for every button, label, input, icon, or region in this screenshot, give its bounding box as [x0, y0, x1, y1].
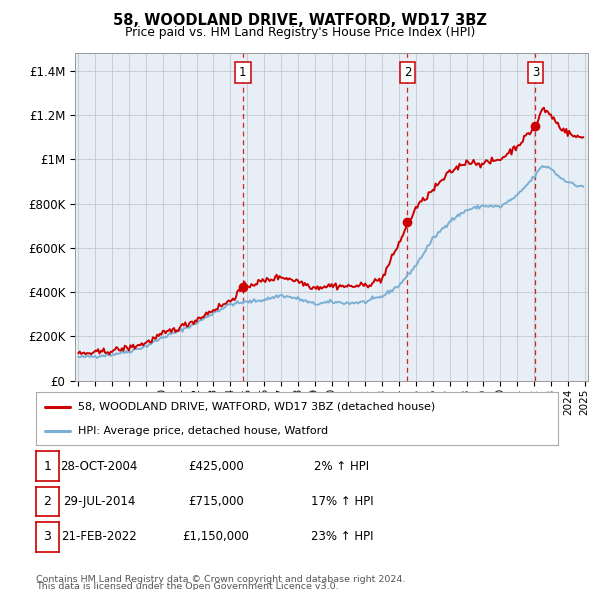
Text: 3: 3: [43, 530, 52, 543]
Text: 28-OCT-2004: 28-OCT-2004: [61, 460, 137, 473]
Text: 3: 3: [532, 66, 539, 79]
Text: 21-FEB-2022: 21-FEB-2022: [61, 530, 137, 543]
Text: 58, WOODLAND DRIVE, WATFORD, WD17 3BZ (detached house): 58, WOODLAND DRIVE, WATFORD, WD17 3BZ (d…: [78, 402, 435, 412]
Text: 23% ↑ HPI: 23% ↑ HPI: [311, 530, 373, 543]
Text: This data is licensed under the Open Government Licence v3.0.: This data is licensed under the Open Gov…: [36, 582, 338, 590]
Text: 1: 1: [43, 460, 52, 473]
Text: 2% ↑ HPI: 2% ↑ HPI: [314, 460, 370, 473]
Text: 2: 2: [43, 495, 52, 508]
Text: £1,150,000: £1,150,000: [182, 530, 250, 543]
Text: £425,000: £425,000: [188, 460, 244, 473]
Text: £715,000: £715,000: [188, 495, 244, 508]
Text: Contains HM Land Registry data © Crown copyright and database right 2024.: Contains HM Land Registry data © Crown c…: [36, 575, 406, 584]
Text: Price paid vs. HM Land Registry's House Price Index (HPI): Price paid vs. HM Land Registry's House …: [125, 26, 475, 39]
Text: 58, WOODLAND DRIVE, WATFORD, WD17 3BZ: 58, WOODLAND DRIVE, WATFORD, WD17 3BZ: [113, 13, 487, 28]
Text: 17% ↑ HPI: 17% ↑ HPI: [311, 495, 373, 508]
Text: HPI: Average price, detached house, Watford: HPI: Average price, detached house, Watf…: [78, 426, 328, 436]
Text: 29-JUL-2014: 29-JUL-2014: [63, 495, 135, 508]
Text: 2: 2: [404, 66, 411, 79]
Text: 1: 1: [239, 66, 247, 79]
